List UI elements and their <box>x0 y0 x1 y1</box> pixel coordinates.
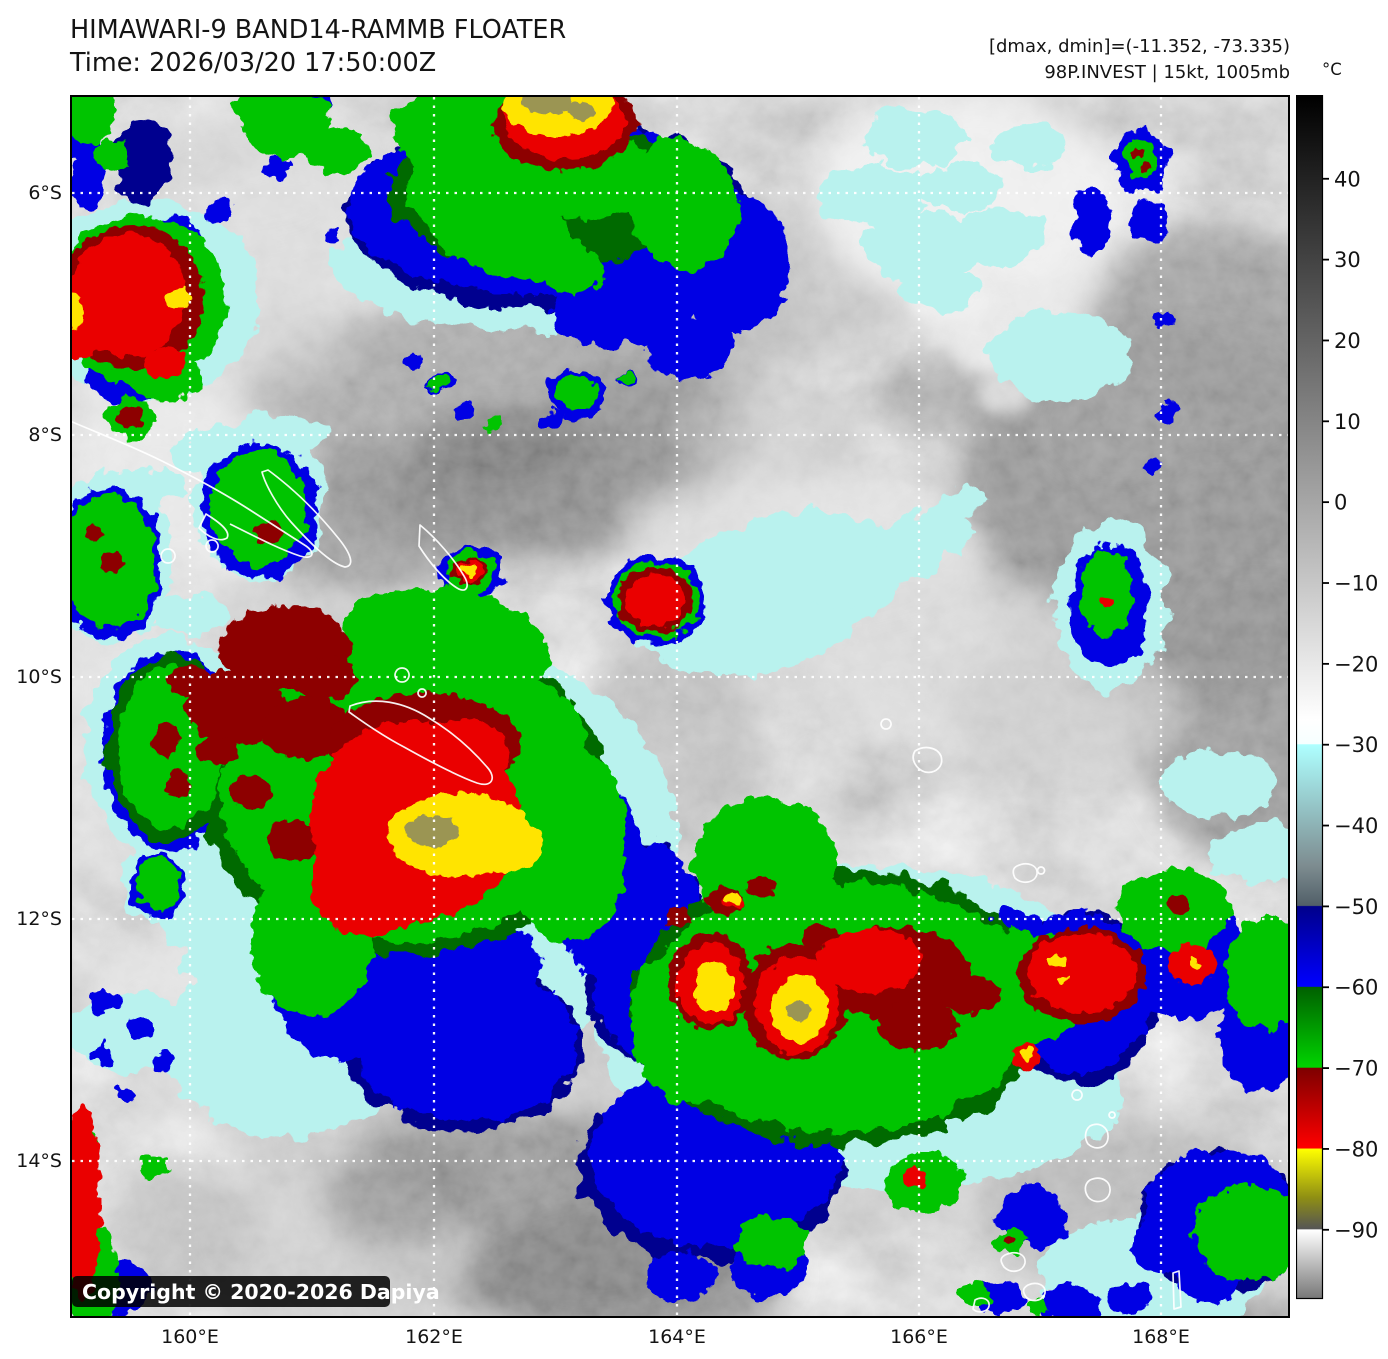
colorbar-tick-label: −40 <box>1334 814 1378 838</box>
timestamp: Time: 2026/03/20 17:50:00Z <box>70 47 437 78</box>
colorbar-gradient <box>1295 94 1324 1300</box>
copyright-text: Copyright © 2020-2026 Dapiya <box>82 1280 440 1304</box>
page-title: HIMAWARI-9 BAND14-RAMMB FLOATER <box>70 15 567 45</box>
lon-label: 166°E <box>890 1326 948 1348</box>
colorbar-tick-label: −20 <box>1334 652 1378 676</box>
colorbar: 40 30 20 10 0 −10 −20 −30 −40 −50 −60 −70 −80 −90 <box>1295 94 1388 1310</box>
map-border <box>70 95 1290 1318</box>
colorbar-tick-label: −60 <box>1334 976 1378 1000</box>
lon-label: 162°E <box>405 1326 463 1348</box>
colorbar-tick-label: 10 <box>1334 410 1361 434</box>
storm-info-annotation: 98P.INVEST | 15kt, 1005mb <box>1044 62 1290 84</box>
colorbar-tick-label: 20 <box>1334 329 1361 353</box>
copyright-box <box>72 1276 390 1307</box>
colorbar-tick-label: −50 <box>1334 895 1378 919</box>
colorbar-tick-label: −30 <box>1334 733 1378 757</box>
dmax-dmin-annotation: [dmax, dmin]=(-11.352, -73.335) <box>988 36 1290 57</box>
lat-label: 10°S <box>16 666 62 688</box>
lat-label: 6°S <box>28 182 62 204</box>
lat-label: 8°S <box>28 424 62 446</box>
lat-label: 14°S <box>16 1150 62 1172</box>
colorbar-tick-label: 0 <box>1334 491 1347 515</box>
annotation-block: [dmax, dmin]=(-11.352, -73.335) 98P.INVE… <box>850 34 1290 86</box>
colorbar-ticks: 40 30 20 10 0 −10 −20 −30 −40 −50 −60 −70 −80 −90 <box>1322 167 1378 1242</box>
graticule <box>72 97 1288 1316</box>
colorbar-scale: 40 30 20 10 0 −10 −20 −30 −40 −50 −60 −70 −80 −90 <box>1295 94 1378 1300</box>
lon-label: 160°E <box>161 1326 219 1348</box>
satellite-map: Copyright © 2020-2026 Dapiya <box>36 67 1385 1359</box>
satellite-image: Copyright © 2020-2026 Dapiya <box>36 67 1385 1359</box>
colorbar-tick-label: −70 <box>1334 1057 1378 1081</box>
colorbar-unit-label: °C <box>1322 60 1342 79</box>
colorbar-tick-label: 30 <box>1334 248 1361 272</box>
coastlines <box>69 420 1182 1313</box>
lon-label: 164°E <box>648 1326 706 1348</box>
colorbar-tick-label: 40 <box>1334 167 1361 191</box>
title-block: HIMAWARI-9 BAND14-RAMMB FLOATER Time: 20… <box>70 14 566 79</box>
colorbar-tick-label: −90 <box>1334 1218 1378 1242</box>
lat-label: 12°S <box>16 908 62 930</box>
colorbar-tick-label: −10 <box>1334 572 1378 596</box>
colorbar-tick-label: −80 <box>1334 1137 1378 1161</box>
lon-label: 168°E <box>1132 1326 1190 1348</box>
